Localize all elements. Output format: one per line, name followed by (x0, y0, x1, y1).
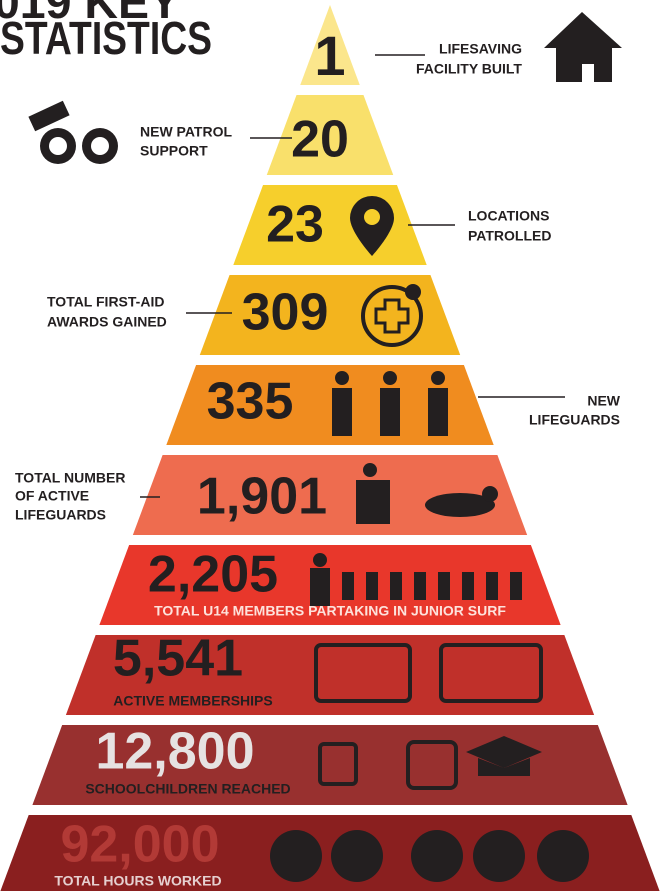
pyramid-tier (32, 725, 628, 805)
tier-number: 1,901 (197, 468, 327, 526)
pin-icon (350, 196, 394, 256)
tier-label: TOTAL NUMBER (15, 470, 125, 486)
tier-label: FACILITY BUILT (416, 61, 522, 77)
title-line: STATISTICS (0, 12, 212, 64)
cross (374, 298, 410, 334)
people-icons (310, 371, 522, 606)
house-icon (544, 12, 622, 82)
tier-label: TOTAL U14 MEMBERS PARTAKING IN JUNIOR SU… (154, 603, 506, 619)
tier-label: LOCATIONS (468, 208, 549, 224)
pyramid-tier (233, 185, 427, 265)
pyramid-tier (65, 635, 595, 715)
tier-label: TOTAL HOURS WORKED (54, 873, 221, 889)
tier-label: LIFESAVING (439, 41, 522, 57)
icons (28, 12, 622, 882)
tier-label: PATROLLED (468, 228, 551, 244)
pyramid-tier (166, 365, 494, 445)
tier-number: 12,800 (95, 723, 254, 781)
tier-label: NEW PATROL (140, 124, 232, 140)
pyramid-tier (300, 5, 360, 85)
tier-number: 1 (314, 24, 345, 87)
tier-label: OF ACTIVE (15, 488, 89, 504)
pyramid-tier (266, 95, 394, 175)
tier-label: LIFEGUARDS (529, 412, 620, 428)
grad-cap-icon (466, 736, 542, 776)
badge (405, 284, 421, 300)
tier-number: 2,205 (148, 546, 278, 604)
tier-label: ACTIVE MEMBERSHIPS (113, 693, 272, 709)
tier-number: 309 (242, 284, 329, 342)
pyramid-tier (199, 275, 461, 355)
tier-label: AWARDS GAINED (47, 314, 167, 330)
tier-number: 92,000 (60, 816, 219, 874)
pin-hole (364, 209, 380, 225)
title-line: 2019 KEY (0, 0, 180, 28)
tier-number: 23 (266, 196, 324, 254)
tier-number: 335 (207, 373, 294, 431)
stopwatch-icons (270, 830, 589, 882)
tier-label: NEW (587, 393, 620, 409)
tier-number: 5,541 (113, 630, 243, 688)
tier-label: SCHOOLCHILDREN REACHED (85, 781, 290, 797)
binoculars-icon (28, 100, 118, 164)
tier-label: LIFEGUARDS (15, 507, 106, 523)
aid-icon (361, 285, 423, 347)
card-icons (314, 643, 543, 790)
pyramid-tier (132, 455, 528, 535)
tier-label: TOTAL FIRST-AID (47, 294, 164, 310)
tier-label: SUPPORT (140, 143, 208, 159)
tier-number: 20 (291, 111, 349, 169)
